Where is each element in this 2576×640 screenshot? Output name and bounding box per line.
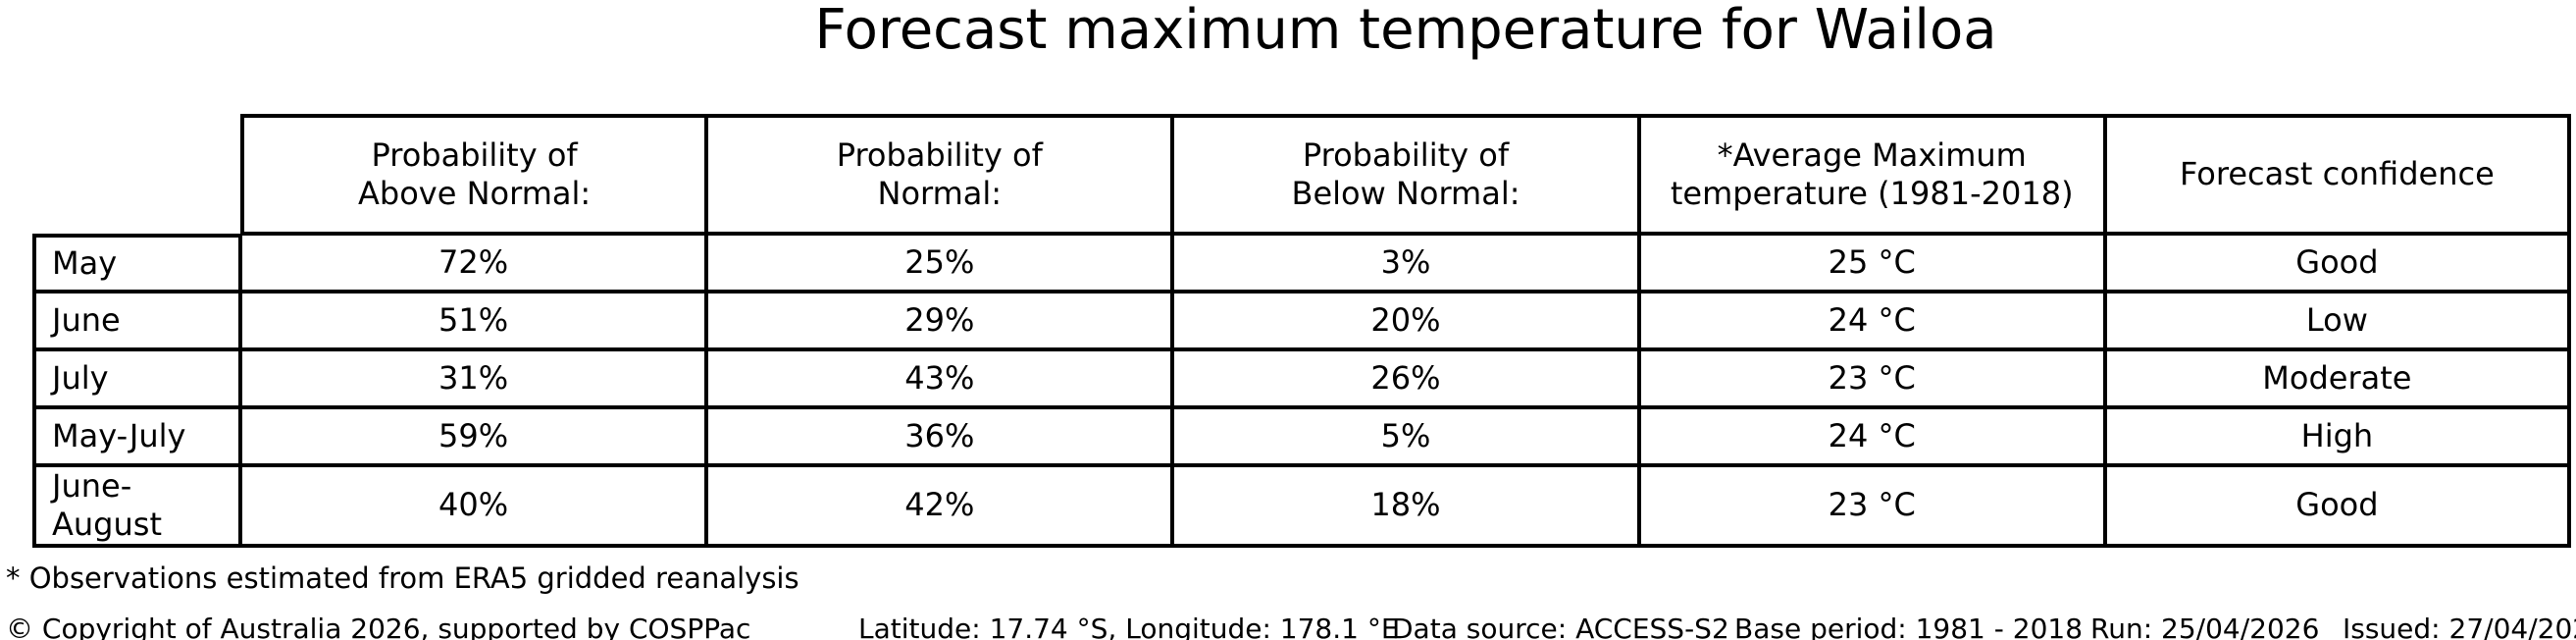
- col-header-forecast-confidence: Forecast confidence: [2104, 114, 2571, 234]
- base-period-text: Base period: 1981 - 2018: [1734, 613, 2084, 640]
- run-date-text: Run: 25/04/2026: [2090, 613, 2320, 640]
- cell-july-avg-max: 23 °C: [1638, 348, 2105, 407]
- data-source-text: Data source: ACCESS-S2: [1392, 613, 1729, 640]
- cell-june-august-normal: 42%: [706, 464, 1173, 548]
- col-header-below-normal: Probability of Below Normal:: [1172, 114, 1639, 234]
- location-text: Latitude: 17.74 °S, Longitude: 178.1 °E: [858, 613, 1399, 640]
- cell-may-normal: 25%: [706, 234, 1173, 292]
- row-label-july: July: [32, 348, 240, 407]
- cell-june-august-confidence: Good: [2104, 464, 2571, 548]
- issued-date-text: Issued: 27/04/2026: [2343, 613, 2576, 640]
- cell-july-normal: 43%: [706, 348, 1173, 407]
- cell-june-avg-max: 24 °C: [1638, 291, 2105, 349]
- cell-may-avg-max: 25 °C: [1638, 234, 2105, 292]
- row-label-may: May: [32, 234, 240, 292]
- cell-may-july-confidence: High: [2104, 406, 2571, 465]
- era5-footnote: * Observations estimated from ERA5 gridd…: [6, 561, 799, 595]
- cell-july-above: 31%: [240, 348, 707, 407]
- copyright-text: © Copyright of Australia 2026, supported…: [6, 613, 751, 640]
- row-label-may-july: May-July: [32, 406, 240, 465]
- table-corner-cell: [32, 114, 240, 234]
- row-label-june: June: [32, 291, 240, 349]
- cell-june-above: 51%: [240, 291, 707, 349]
- cell-may-below: 3%: [1172, 234, 1639, 292]
- cell-june-august-avg-max: 23 °C: [1638, 464, 2105, 548]
- footer-bar: © Copyright of Australia 2026, supported…: [0, 613, 2576, 640]
- cell-may-above: 72%: [240, 234, 707, 292]
- cell-may-july-normal: 36%: [706, 406, 1173, 465]
- cell-june-august-above: 40%: [240, 464, 707, 548]
- cell-may-july-below: 5%: [1172, 406, 1639, 465]
- col-header-normal: Probability of Normal:: [706, 114, 1173, 234]
- cell-may-confidence: Good: [2104, 234, 2571, 292]
- cell-may-july-avg-max: 24 °C: [1638, 406, 2105, 465]
- row-label-june-august: June-August: [32, 464, 240, 548]
- forecast-table: Probability of Above Normal: Probability…: [32, 114, 2571, 548]
- cell-july-confidence: Moderate: [2104, 348, 2571, 407]
- cell-june-normal: 29%: [706, 291, 1173, 349]
- cell-june-confidence: Low: [2104, 291, 2571, 349]
- cell-june-august-below: 18%: [1172, 464, 1639, 548]
- cell-june-below: 20%: [1172, 291, 1639, 349]
- page-title: Forecast maximum temperature for Wailoa: [814, 0, 1997, 62]
- cell-may-july-above: 59%: [240, 406, 707, 465]
- col-header-above-normal: Probability of Above Normal:: [240, 114, 707, 234]
- cell-july-below: 26%: [1172, 348, 1639, 407]
- col-header-average-max-temp: *Average Maximum temperature (1981-2018): [1638, 114, 2105, 234]
